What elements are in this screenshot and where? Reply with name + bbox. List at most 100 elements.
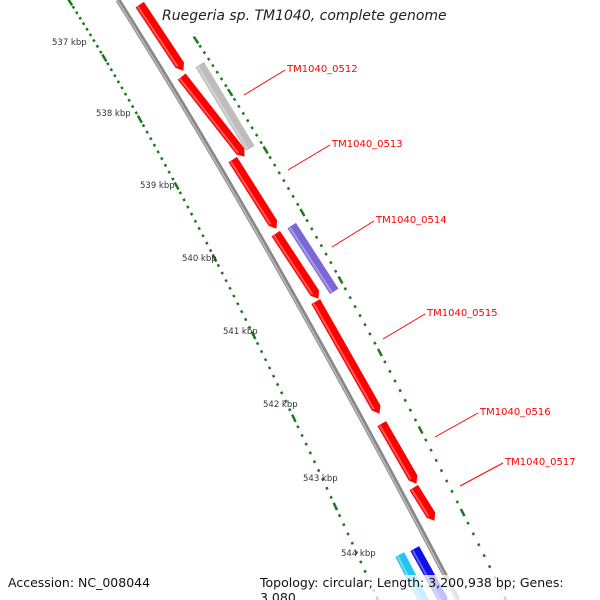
outer-tick — [232, 97, 237, 102]
inner-tick — [189, 212, 194, 216]
outer-tick — [254, 133, 259, 137]
inner-tick — [316, 468, 321, 473]
gene-label[interactable]: TM1040_0517 — [504, 457, 576, 468]
outer-tick — [439, 468, 444, 473]
outer-tick — [368, 332, 372, 336]
outer-tick — [282, 178, 286, 183]
gene-feature[interactable] — [311, 299, 381, 414]
inner-tick — [167, 170, 171, 174]
outer-tick — [429, 448, 433, 452]
inner-tick — [197, 226, 201, 231]
gene-label[interactable]: TM1040_0514 — [375, 215, 447, 226]
tick-label: 539 kbp — [140, 181, 175, 191]
inner-tick — [220, 271, 224, 275]
outer-tick — [237, 104, 241, 109]
outer-tick — [343, 287, 348, 291]
outer-tick — [198, 44, 202, 49]
outer-tick — [224, 83, 228, 88]
gene-feature[interactable] — [177, 73, 245, 157]
gene-feature[interactable] — [409, 484, 436, 521]
gene-feature[interactable] — [195, 61, 255, 152]
gene-feature[interactable] — [377, 421, 418, 484]
inner-tick — [99, 50, 103, 54]
outer-tick — [477, 543, 481, 547]
inner-tick — [342, 523, 346, 527]
accession-text: Accession: NC_008044 — [8, 575, 151, 590]
gene-feature[interactable] — [228, 156, 278, 229]
inner-tick — [160, 156, 164, 161]
inner-tick — [120, 86, 124, 90]
gene-label[interactable]: TM1040_0513 — [331, 139, 403, 150]
inner-tick — [75, 10, 79, 15]
outer-tick — [215, 70, 219, 74]
inner-tick — [337, 513, 342, 518]
gene-label[interactable]: TM1040_0512 — [286, 64, 358, 75]
inner-tick — [106, 62, 110, 66]
outer-tick — [434, 458, 438, 463]
outer-tick — [277, 171, 282, 175]
inner-tick — [259, 349, 264, 354]
outer-tick — [299, 208, 306, 217]
outer-tick — [408, 408, 413, 412]
tick-label: 542 kbp — [263, 400, 298, 410]
inner-tick — [109, 68, 114, 72]
gene-feature[interactable] — [271, 230, 319, 299]
gene-label-leader — [243, 69, 286, 96]
gene-feature[interactable] — [287, 222, 339, 295]
inner-tick — [288, 408, 292, 412]
inner-tick — [346, 532, 350, 536]
outer-tick — [466, 521, 470, 525]
outer-tick — [245, 118, 250, 123]
inner-tick — [88, 33, 93, 37]
inner-tick — [216, 263, 221, 268]
outer-tick — [373, 341, 377, 345]
inner-tick — [350, 541, 354, 545]
inner-tick — [228, 286, 232, 291]
inner-tick — [156, 150, 160, 154]
outer-tick — [202, 50, 207, 55]
tick-label: 537 kbp — [52, 38, 87, 48]
outer-tick — [206, 57, 211, 61]
inner-tick — [163, 163, 168, 168]
inner-tick — [359, 560, 363, 564]
outer-tick — [329, 260, 333, 265]
outer-tick — [413, 418, 418, 422]
inner-tick — [308, 451, 313, 455]
inner-tick — [78, 16, 82, 20]
outer-tick — [424, 438, 428, 442]
outer-tick — [417, 425, 424, 435]
inner-tick — [67, 0, 74, 7]
inner-tick — [85, 27, 89, 32]
outer-tick — [319, 243, 324, 248]
inner-tick — [136, 115, 143, 124]
inner-tick — [321, 477, 325, 482]
outer-tick — [268, 155, 272, 160]
genome-summary: Topology: circular; Length: 3,200,938 bp… — [260, 575, 600, 600]
inner-tick — [329, 495, 333, 500]
inner-tick — [304, 442, 308, 446]
outer-tick — [455, 500, 460, 504]
gene-label-leader — [459, 462, 504, 487]
outer-tick — [259, 140, 263, 145]
gene-label[interactable]: TM1040_0516 — [479, 407, 551, 418]
inner-tick — [300, 433, 304, 438]
tick-label: 538 kbp — [96, 109, 131, 119]
inner-tick — [208, 248, 213, 253]
outer-tick — [471, 532, 476, 536]
outer-tick — [219, 77, 224, 81]
outer-tick — [348, 295, 352, 300]
inner-tick — [171, 177, 175, 181]
outer-tick — [358, 313, 362, 318]
gene-label[interactable]: TM1040_0515 — [426, 308, 498, 319]
gene-label-leader — [434, 412, 479, 438]
inner-tick — [130, 104, 135, 109]
tick-label: 541 kbp — [223, 327, 258, 337]
outer-tick — [314, 235, 319, 239]
outer-tick — [291, 194, 295, 199]
outer-tick — [310, 227, 314, 231]
gene-feature[interactable] — [135, 1, 184, 71]
inner-tick — [127, 98, 131, 103]
tick-label: 544 kbp — [341, 549, 376, 559]
outer-tick — [192, 35, 200, 45]
